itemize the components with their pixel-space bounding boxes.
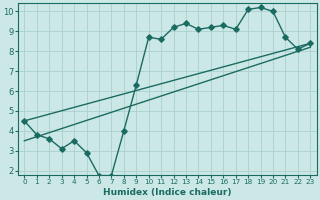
X-axis label: Humidex (Indice chaleur): Humidex (Indice chaleur) [103,188,232,197]
